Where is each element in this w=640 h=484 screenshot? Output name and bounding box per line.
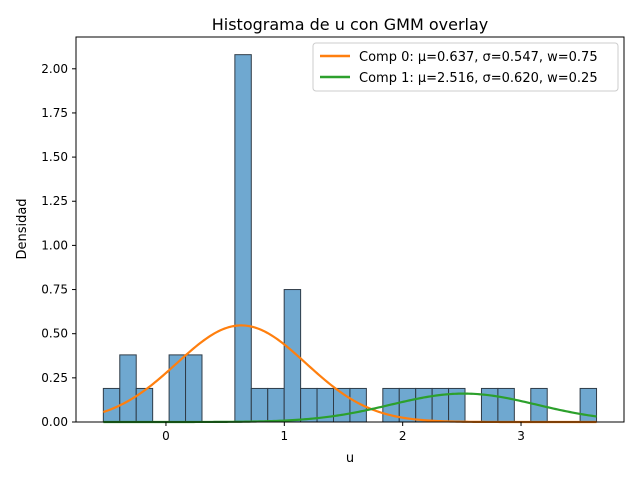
histogram-bar xyxy=(250,387,269,423)
histogram-bar xyxy=(185,354,203,423)
x-tick-label: 2 xyxy=(399,429,407,443)
histogram-bar xyxy=(480,387,499,423)
x-axis-ticks: 0 1 2 3 xyxy=(162,422,525,443)
histogram-bar xyxy=(119,354,137,423)
x-tick-label: 0 xyxy=(162,429,170,443)
histogram-bars xyxy=(102,54,598,423)
histogram-bar xyxy=(497,387,515,423)
histogram-bar xyxy=(300,387,318,423)
x-tick-label: 1 xyxy=(280,429,288,443)
chart-title: Histograma de u con GMM overlay xyxy=(212,15,489,34)
histogram-bar xyxy=(415,387,433,423)
y-tick-label: 1.75 xyxy=(41,106,68,120)
x-axis-label: u xyxy=(346,451,354,466)
legend: Comp 0: μ=0.637, σ=0.547, w=0.75 Comp 1:… xyxy=(312,42,619,92)
legend-label-comp-1: Comp 1: μ=2.516, σ=0.620, w=0.25 xyxy=(359,71,598,86)
histogram-bar xyxy=(267,387,285,423)
legend-label-comp-0: Comp 0: μ=0.637, σ=0.547, w=0.75 xyxy=(359,50,598,65)
histogram-bar xyxy=(234,54,252,423)
y-tick-label: 0.00 xyxy=(41,415,68,429)
x-tick-label: 3 xyxy=(517,429,525,443)
histogram-bar xyxy=(102,387,121,423)
y-tick-label: 0.75 xyxy=(41,283,68,297)
y-tick-label: 1.50 xyxy=(41,150,68,164)
y-axis-ticks: 0.00 0.25 0.50 0.75 1.00 1.25 1.50 1.75 2.00 xyxy=(41,62,76,429)
y-tick-label: 1.00 xyxy=(41,238,68,252)
legend-box xyxy=(312,42,619,92)
y-tick-label: 0.50 xyxy=(41,327,68,341)
y-tick-label: 1.25 xyxy=(41,194,68,208)
histogram-bar xyxy=(168,354,187,423)
plot-frame xyxy=(75,36,625,423)
y-tick-label: 0.25 xyxy=(41,371,68,385)
y-tick-label: 2.00 xyxy=(41,62,68,76)
y-axis-label: Densidad xyxy=(15,198,30,259)
